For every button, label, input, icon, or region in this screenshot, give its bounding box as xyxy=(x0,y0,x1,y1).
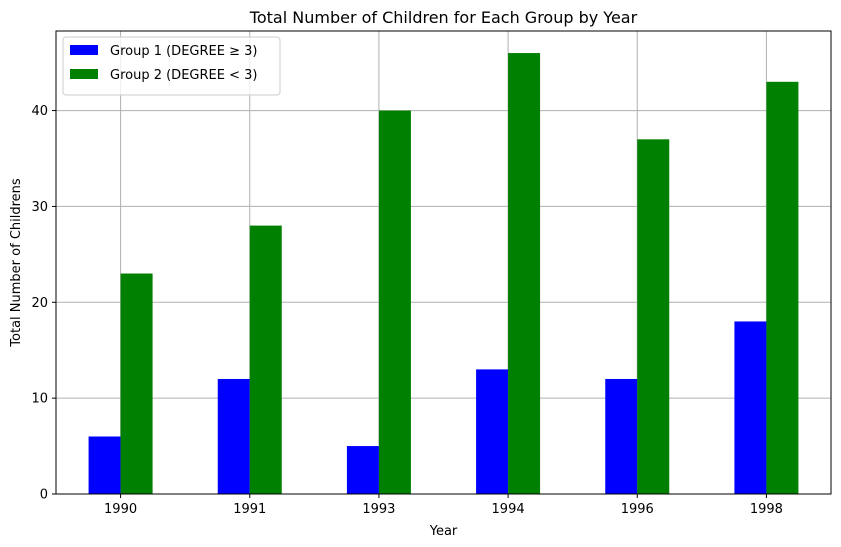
legend: Group 1 (DEGREE ≥ 3) Group 2 (DEGREE < 3) xyxy=(62,36,281,96)
x-tick-label: 1991 xyxy=(233,502,266,517)
bar-series-2 xyxy=(120,273,153,494)
x-tick-label: 1990 xyxy=(104,502,137,517)
x-tick-label: 1996 xyxy=(621,502,654,517)
legend-box xyxy=(62,36,281,96)
x-tick-label: 1998 xyxy=(750,502,783,517)
grid xyxy=(56,31,831,495)
y-tick-label: 0 xyxy=(40,488,48,503)
bar-series-2 xyxy=(378,110,411,495)
y-tick-label: 30 xyxy=(31,200,48,215)
y-axis-label: Total Number of Childrens xyxy=(9,178,24,348)
y-tick-label: 10 xyxy=(31,392,48,407)
bar-series-1 xyxy=(346,446,379,494)
y-tick-label: 20 xyxy=(31,296,48,311)
x-axis-label: Year xyxy=(429,524,458,539)
y-tick-label: 40 xyxy=(31,104,48,119)
bar-series-2 xyxy=(766,81,799,494)
bar-series-1 xyxy=(217,378,250,494)
chart-title: Total Number of Children for Each Group … xyxy=(249,8,638,27)
x-tick-label: 1994 xyxy=(492,502,525,517)
bar-series-2 xyxy=(249,225,282,494)
bar-series-1 xyxy=(476,369,509,494)
legend-label: Group 1 (DEGREE ≥ 3) xyxy=(110,44,257,59)
x-tick-label: 1993 xyxy=(362,502,395,517)
bar-series-2 xyxy=(508,53,541,495)
legend-swatch xyxy=(70,69,98,79)
bar-series-2 xyxy=(637,139,670,494)
bar-series-1 xyxy=(605,378,638,494)
legend-swatch xyxy=(70,45,98,55)
bar-series-1 xyxy=(88,436,121,494)
axis-ticks: 0 10 20 30 40 1990 1991 1993 1994 1996 1998 xyxy=(31,104,783,517)
legend-label: Group 2 (DEGREE < 3) xyxy=(110,68,257,83)
plot-frame xyxy=(55,30,832,495)
bar-series-1 xyxy=(734,321,767,494)
bars xyxy=(88,53,799,495)
